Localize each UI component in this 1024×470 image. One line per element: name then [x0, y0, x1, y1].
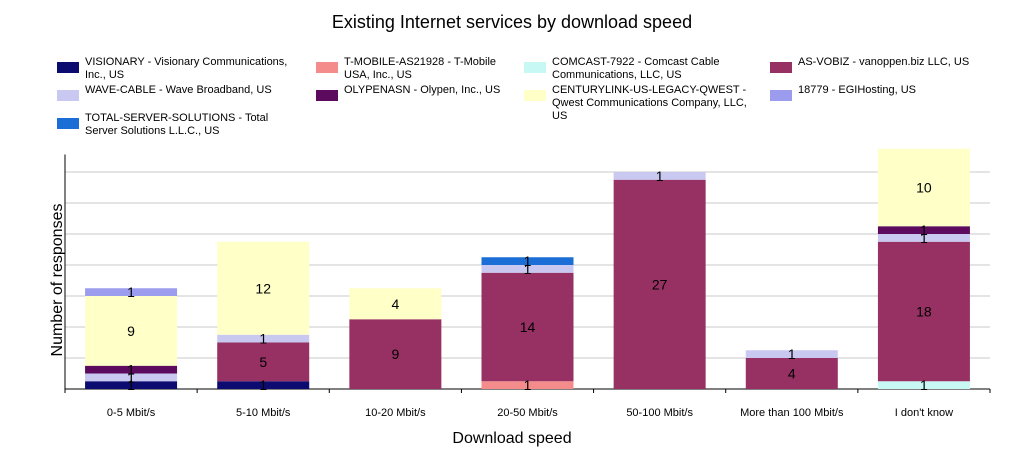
legend-item: TOTAL-SERVER-SOLUTIONS - Total Server So… [57, 112, 302, 138]
data-label: 1 [127, 284, 135, 300]
legend-item: OLYPENASN - Olypen, Inc., US [316, 84, 516, 101]
bar-segment [85, 296, 178, 366]
bar-segment [877, 148, 970, 227]
data-label: 1 [788, 346, 796, 362]
legend-label: CENTURYLINK-US-LEGACY-QWEST - Qwest Comm… [552, 84, 747, 122]
bar-segment [217, 342, 310, 382]
legend-swatch [316, 62, 338, 73]
x-tick-label: 5-10 Mbit/s [236, 407, 291, 419]
data-label: 1 [920, 377, 928, 393]
data-label: 9 [127, 323, 135, 339]
data-label: 12 [255, 280, 271, 296]
bar-segment [85, 381, 178, 389]
data-label: 10 [916, 180, 932, 196]
bar-segment [877, 234, 970, 242]
bar-segment [481, 272, 574, 382]
legend-item: CENTURYLINK-US-LEGACY-QWEST - Qwest Comm… [524, 84, 754, 123]
legend-label: TOTAL-SERVER-SOLUTIONS - Total Server So… [85, 112, 269, 137]
bar-segment [877, 241, 970, 382]
bar-segment [85, 365, 178, 374]
bar-segment [217, 381, 310, 389]
x-tick-label: 10-20 Mbit/s [365, 407, 426, 419]
data-label: 1 [127, 369, 135, 385]
x-tick-label: 20-50 Mbit/s [497, 407, 558, 419]
x-tick-label: More than 100 Mbit/s [740, 407, 844, 419]
data-label: 18 [916, 304, 932, 320]
data-label: 1 [656, 168, 664, 184]
data-label: 1 [524, 377, 532, 393]
bar-segment [877, 381, 970, 389]
bar-segment [877, 226, 970, 234]
chart-title: Existing Internet services by download s… [331, 12, 693, 32]
data-label: 4 [788, 366, 796, 382]
bar-segment [217, 334, 310, 343]
bar-segment [613, 172, 706, 180]
bar-segment [745, 358, 838, 389]
bar-segment [85, 288, 178, 296]
legend-item: VISIONARY - Visionary Communications, In… [57, 56, 302, 82]
bar-segment [481, 257, 574, 265]
bar-segment [613, 179, 706, 389]
legend-swatch [770, 90, 792, 101]
data-label: 1 [259, 377, 267, 393]
data-label: 14 [520, 319, 536, 335]
legend-label: 18779 - EGIHosting, US [798, 84, 917, 96]
data-label: 1 [920, 230, 928, 246]
legend-label: AS-VOBIZ - vanoppen.biz LLC, US [798, 56, 970, 68]
legend-item: AS-VOBIZ - vanoppen.biz LLC, US [770, 56, 970, 73]
bar-segment [481, 381, 574, 389]
data-label: 1 [259, 331, 267, 347]
x-tick-label: I don't know [895, 407, 953, 419]
legend-swatch [524, 62, 546, 73]
legend-swatch [524, 90, 546, 101]
x-tick-label: 0-5 Mbit/s [107, 407, 156, 419]
legend-item: T-MOBILE-AS21928 - T-Mobile USA, Inc., U… [316, 56, 516, 82]
data-label: 5 [259, 354, 267, 370]
legend-item: 18779 - EGIHosting, US [770, 84, 970, 101]
bar-segment [349, 319, 442, 389]
legend-swatch [57, 62, 79, 73]
legend-swatch [57, 90, 79, 101]
bar-segment [217, 241, 310, 335]
data-label: 27 [652, 276, 668, 292]
legend: VISIONARY - Visionary Communications, In… [0, 0, 1024, 160]
data-label: 1 [127, 377, 135, 393]
data-label: 9 [391, 346, 399, 362]
y-axis-label: Number of responses [49, 203, 66, 357]
x-axis-label: Download speed [452, 430, 572, 447]
legend-label: COMCAST-7922 - Comcast Cable Communicati… [552, 56, 720, 81]
legend-swatch [770, 62, 792, 73]
data-label: 4 [391, 296, 399, 312]
data-label: 1 [920, 222, 928, 238]
bar-segment [745, 350, 838, 358]
legend-swatch [316, 90, 338, 101]
legend-label: VISIONARY - Visionary Communications, In… [85, 56, 288, 81]
bar-segment [349, 288, 442, 320]
legend-swatch [57, 118, 79, 129]
legend-item: COMCAST-7922 - Comcast Cable Communicati… [524, 56, 754, 82]
bar-segment [481, 265, 574, 273]
bar-segment [85, 373, 178, 382]
data-label: 1 [524, 261, 532, 277]
legend-item: WAVE-CABLE - Wave Broadband, US [57, 84, 302, 101]
legend-label: OLYPENASN - Olypen, Inc., US [344, 84, 501, 96]
legend-label: WAVE-CABLE - Wave Broadband, US [85, 84, 272, 96]
data-label: 1 [524, 253, 532, 269]
data-label: 1 [127, 362, 135, 378]
x-tick-label: 50-100 Mbit/s [626, 407, 693, 419]
legend-label: T-MOBILE-AS21928 - T-Mobile USA, Inc., U… [344, 56, 497, 81]
